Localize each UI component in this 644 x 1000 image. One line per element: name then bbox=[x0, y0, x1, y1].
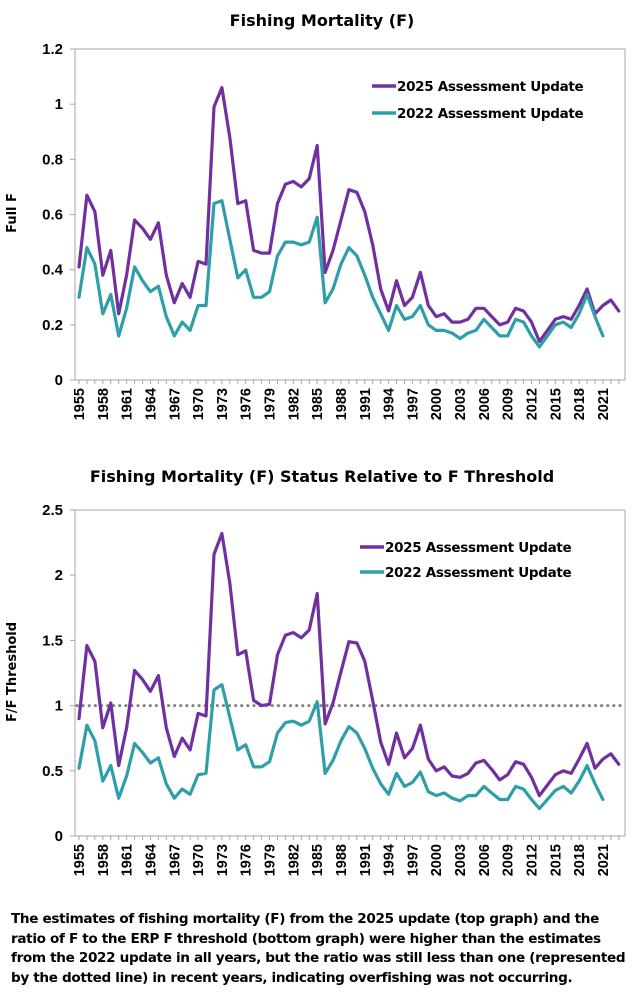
legend-label-2025: 2025 Assessment Update bbox=[385, 540, 572, 556]
legend-label-2022: 2022 Assessment Update bbox=[397, 106, 584, 122]
x-tick-label: 2009 bbox=[501, 388, 517, 420]
y-tick-label: 0.8 bbox=[42, 151, 63, 168]
x-tick-label: 1958 bbox=[96, 844, 112, 876]
x-tick-label: 1997 bbox=[405, 844, 421, 876]
y-tick-label: 2 bbox=[55, 567, 63, 584]
y-tick-label: 0 bbox=[55, 372, 63, 389]
x-tick-label: 2006 bbox=[477, 844, 493, 876]
x-tick-label: 1991 bbox=[358, 388, 374, 420]
x-tick-label: 1955 bbox=[72, 844, 88, 876]
x-tick-label: 2021 bbox=[596, 388, 612, 420]
x-tick-label: 1964 bbox=[143, 844, 159, 876]
x-tick-label: 1988 bbox=[334, 388, 350, 420]
x-tick-label: 1970 bbox=[191, 388, 207, 420]
series-2025-line bbox=[77, 531, 621, 798]
x-tick-label: 1994 bbox=[382, 388, 398, 420]
x-tick-label: 1979 bbox=[263, 844, 279, 876]
x-tick-label: 1985 bbox=[310, 844, 326, 876]
figure-caption: The estimates of fishing mortality (F) f… bbox=[11, 911, 626, 986]
x-tick-label: 1997 bbox=[405, 388, 421, 420]
x-tick-label: 1979 bbox=[263, 388, 279, 420]
x-tick-label: 2003 bbox=[453, 388, 469, 420]
x-tick-label: 2021 bbox=[596, 844, 612, 876]
x-tick-label: 1970 bbox=[191, 844, 207, 876]
y-axis-label: F/F Threshold bbox=[5, 622, 20, 722]
chart-title-fishing-mortality: Fishing Mortality (F) bbox=[229, 11, 415, 30]
x-tick-label: 1964 bbox=[143, 388, 159, 420]
y-tick-label: 0.5 bbox=[42, 763, 63, 780]
y-tick-label: 0.6 bbox=[42, 207, 63, 224]
legend-label-2025: 2025 Assessment Update bbox=[397, 79, 584, 95]
x-tick-label: 2018 bbox=[572, 388, 588, 420]
x-tick-label: 2015 bbox=[548, 844, 564, 876]
y-tick-label: 0.2 bbox=[42, 317, 63, 334]
x-tick-label: 1976 bbox=[239, 388, 255, 420]
x-tick-label: 1961 bbox=[120, 388, 136, 420]
x-tick-label: 1991 bbox=[358, 844, 374, 876]
x-tick-label: 2018 bbox=[572, 844, 588, 876]
x-tick-label: 2000 bbox=[429, 844, 445, 876]
y-tick-label: 1.2 bbox=[42, 41, 63, 58]
x-tick-label: 1994 bbox=[382, 844, 398, 876]
x-tick-label: 1961 bbox=[120, 844, 136, 876]
series-2022-line bbox=[77, 199, 605, 349]
x-tick-label: 1958 bbox=[96, 388, 112, 420]
fishing-mortality-chart: 0 0.2 0.4 0.6 0.8 1 1.2 1955 1958 1961 1964 1967 197… bbox=[5, 41, 626, 420]
x-tick-label: 1973 bbox=[215, 844, 231, 876]
legend-label-2022: 2022 Assessment Update bbox=[385, 565, 572, 581]
y-tick-label: 0.4 bbox=[42, 262, 64, 279]
x-tick-label: 2012 bbox=[525, 844, 541, 876]
x-tick-label: 1967 bbox=[167, 844, 183, 876]
x-tick-label: 1967 bbox=[167, 388, 183, 420]
x-tick-label: 1982 bbox=[286, 844, 302, 876]
x-tick-label: 2015 bbox=[548, 388, 564, 420]
x-tick-label: 2009 bbox=[501, 844, 517, 876]
x-tick-label: 1955 bbox=[72, 388, 88, 420]
x-tick-label: 1988 bbox=[334, 844, 350, 876]
y-tick-label: 0 bbox=[55, 828, 63, 845]
y-tick-label: 1 bbox=[55, 96, 63, 113]
x-tick-label: 2000 bbox=[429, 388, 445, 420]
chart-title-f-status: Fishing Mortality (F) Status Relative to… bbox=[89, 467, 555, 486]
y-tick-label: 2.5 bbox=[42, 502, 63, 519]
f-status-chart: 0 0.5 1 1.5 2 2.5 1955 1958 1961 1964 1967 1970 1973… bbox=[5, 502, 626, 876]
x-tick-label: 1976 bbox=[239, 844, 255, 876]
x-tick-label: 1982 bbox=[286, 388, 302, 420]
y-tick-label: 1 bbox=[55, 698, 63, 715]
y-tick-label: 1.5 bbox=[42, 632, 63, 649]
x-tick-label: 1973 bbox=[215, 388, 231, 420]
x-tick-label: 2012 bbox=[525, 388, 541, 420]
x-tick-label: 1985 bbox=[310, 388, 326, 420]
x-tick-label: 2003 bbox=[453, 844, 469, 876]
y-axis-label: Full F bbox=[5, 193, 20, 233]
series-2022-line bbox=[77, 683, 605, 811]
x-tick-label: 2006 bbox=[477, 388, 493, 420]
series-2025-line bbox=[77, 85, 621, 343]
